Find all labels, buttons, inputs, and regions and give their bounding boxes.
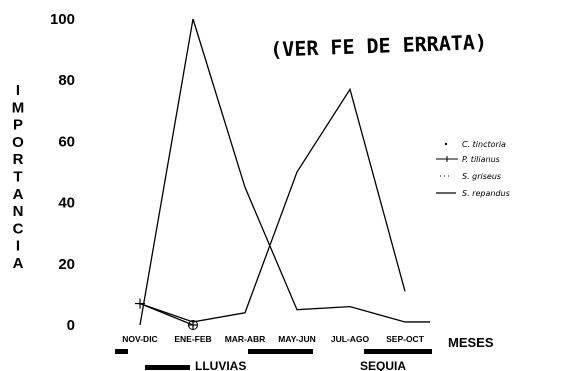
series-lines	[135, 18, 430, 330]
y-axis-ticks: 0 20 40 60 80 100	[50, 11, 75, 334]
legend-entry: C. tinctoria	[462, 140, 506, 149]
legend-entry: S. repandus	[462, 189, 510, 198]
x-category-label: ENE-FEB	[174, 334, 211, 344]
y-tick-label: 0	[67, 317, 75, 334]
series-point-marker	[188, 320, 198, 330]
y-tick-label: 80	[58, 72, 75, 89]
y-axis-title-letter: A	[13, 186, 24, 203]
x-axis-title: MESES	[448, 335, 494, 350]
y-tick-label: 40	[58, 195, 75, 212]
y-tick-label: 60	[58, 133, 75, 150]
y-axis-title-letter: P	[13, 117, 23, 134]
y-axis-title-letter: M	[12, 99, 25, 116]
x-category-label: MAR-ABR	[225, 334, 266, 344]
x-category-label: JUL-AGO	[331, 334, 370, 344]
legend-entry: P. tilianus	[462, 155, 500, 164]
y-axis-title-letter: N	[13, 203, 24, 220]
y-axis-title-letter: O	[12, 134, 24, 151]
y-tick-label: 100	[50, 11, 75, 28]
y-tick-label: 20	[58, 256, 75, 273]
x-category-label: NOV-DIC	[122, 334, 157, 344]
x-category-label: SEP-OCT	[386, 334, 425, 344]
season-label-lluvias: LLUVIAS	[195, 359, 246, 371]
y-axis-title-letter: R	[13, 151, 24, 168]
series-line-s-griseus	[139, 18, 430, 326]
dry-bar-start	[115, 349, 128, 354]
y-axis-title-letter: C	[13, 220, 24, 237]
y-axis-title-letter: I	[16, 82, 20, 99]
season-label-sequia: SEQUIA	[360, 359, 406, 371]
dry-bar	[364, 349, 432, 354]
season-bars: LLUVIAS SEQUIA	[115, 349, 432, 371]
errata-note: (VER FE DE ERRATA)	[270, 30, 487, 62]
legend-swatch	[444, 142, 448, 146]
rain-bar-left	[145, 365, 190, 370]
y-axis-title-letter: T	[13, 169, 22, 186]
series-line-s-repandus	[139, 87, 406, 323]
x-category-label: MAY-JUN	[278, 334, 315, 344]
x-axis-categories: NOV-DIC ENE-FEB MAR-ABR MAY-JUN JUL-AGO SEP-O…	[122, 334, 424, 344]
legend: C. tinctoria P. tilianus S. griseus S. repa…	[436, 140, 510, 198]
legend-entry: S. griseus	[462, 172, 501, 181]
y-axis-title-letter: I	[16, 238, 20, 255]
y-axis-title-letter: A	[13, 255, 24, 272]
rain-bar-right	[248, 349, 313, 354]
